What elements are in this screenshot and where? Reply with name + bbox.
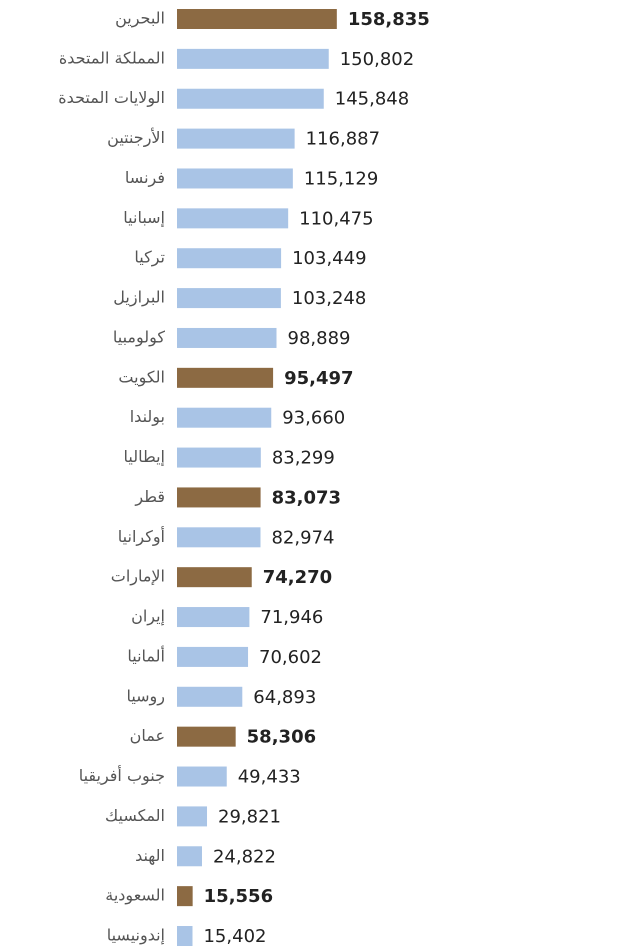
value-label: 83,299 bbox=[272, 448, 335, 469]
category-label: كولومبيا bbox=[113, 327, 166, 347]
value-label: 145,848 bbox=[335, 89, 409, 110]
value-label: 158,835 bbox=[348, 9, 430, 30]
category-label: الهند bbox=[135, 846, 165, 866]
value-label: 115,129 bbox=[304, 168, 378, 189]
value-label: 71,946 bbox=[260, 607, 323, 628]
category-label: جنوب أفريقيا bbox=[79, 765, 165, 786]
bar bbox=[177, 646, 249, 667]
value-label: 58,306 bbox=[247, 727, 316, 748]
category-label: بولندا bbox=[130, 407, 165, 427]
bar bbox=[177, 327, 277, 348]
category-label: ألمانيا bbox=[127, 645, 165, 665]
bar bbox=[177, 726, 236, 747]
category-label: إيران bbox=[131, 607, 165, 627]
category-label: الإمارات bbox=[111, 567, 165, 587]
value-label: 15,556 bbox=[204, 886, 273, 907]
value-label: 29,821 bbox=[218, 806, 281, 827]
value-label: 49,433 bbox=[238, 767, 301, 788]
bar bbox=[177, 168, 293, 189]
category-label: أوكرانيا bbox=[118, 526, 165, 547]
value-label: 95,497 bbox=[284, 368, 353, 389]
category-label: فرنسا bbox=[125, 168, 165, 188]
value-label: 70,602 bbox=[259, 647, 322, 668]
category-label: إندونيسيا bbox=[107, 926, 165, 946]
category-label: الولايات المتحدة bbox=[58, 88, 165, 108]
value-label: 103,449 bbox=[292, 248, 366, 269]
bar bbox=[177, 367, 274, 388]
bar bbox=[177, 447, 261, 468]
value-label: 74,270 bbox=[263, 567, 332, 588]
value-label: 83,073 bbox=[272, 487, 341, 508]
bar bbox=[177, 288, 281, 309]
bar bbox=[177, 926, 193, 947]
value-label: 82,974 bbox=[271, 527, 334, 548]
value-label: 150,802 bbox=[340, 49, 414, 70]
bar bbox=[177, 527, 261, 548]
bar bbox=[177, 208, 289, 229]
bar bbox=[177, 128, 295, 149]
category-label: السعودية bbox=[105, 886, 165, 906]
value-label: 15,402 bbox=[203, 926, 266, 947]
bar bbox=[177, 686, 243, 707]
category-label: الأرجنتين bbox=[107, 127, 165, 148]
bar bbox=[177, 248, 282, 269]
value-label: 93,660 bbox=[282, 408, 345, 429]
category-label: قطر bbox=[134, 487, 165, 507]
value-label: 64,893 bbox=[253, 687, 316, 708]
bar bbox=[177, 567, 252, 588]
category-label: إسبانيا bbox=[123, 208, 165, 227]
bar bbox=[177, 88, 324, 109]
category-label: الكويت bbox=[118, 367, 165, 387]
bar bbox=[177, 806, 208, 827]
category-label: المملكة المتحدة bbox=[59, 48, 165, 67]
value-label: 98,889 bbox=[288, 328, 351, 349]
bar bbox=[177, 846, 202, 867]
bar bbox=[177, 886, 193, 907]
bar bbox=[177, 407, 272, 428]
value-label: 24,822 bbox=[213, 846, 276, 867]
category-label: روسيا bbox=[126, 686, 165, 706]
value-label: 103,248 bbox=[292, 288, 366, 309]
bar bbox=[177, 48, 329, 69]
category-label: المكسيك bbox=[105, 806, 165, 825]
value-label: 116,887 bbox=[306, 129, 380, 150]
bar bbox=[177, 766, 227, 787]
category-label: البحرين bbox=[115, 9, 165, 29]
category-label: عمان bbox=[130, 726, 165, 745]
category-label: إيطاليا bbox=[124, 447, 165, 466]
bar bbox=[177, 607, 250, 628]
bar bbox=[177, 487, 261, 508]
bar bbox=[177, 9, 337, 29]
value-label: 110,475 bbox=[299, 208, 373, 229]
category-label: تركيا bbox=[134, 248, 165, 268]
category-label: البرازيل bbox=[113, 288, 165, 308]
